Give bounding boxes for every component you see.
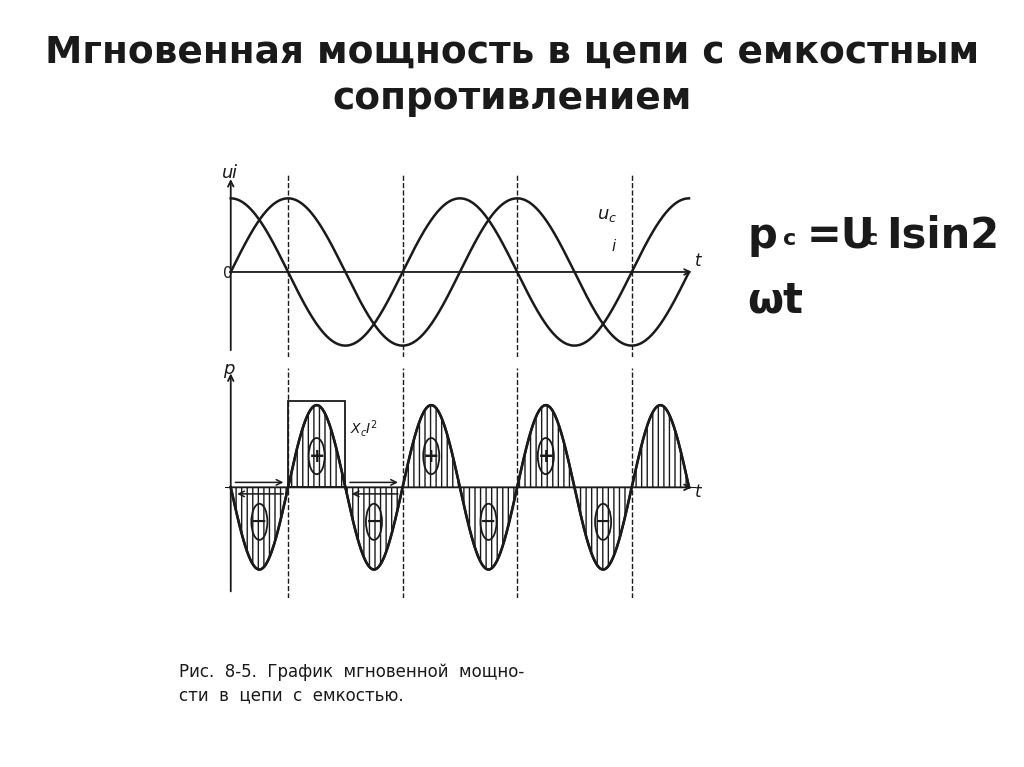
Text: 0: 0 (223, 266, 232, 281)
Text: −: − (251, 512, 267, 532)
Text: c: c (865, 229, 879, 249)
Text: +: + (538, 446, 554, 466)
Text: ωt: ωt (748, 280, 804, 322)
Text: −: − (480, 512, 497, 532)
Text: t: t (694, 252, 701, 270)
Text: Мгновенная мощность в цепи с емкостным: Мгновенная мощность в цепи с емкостным (45, 35, 979, 71)
Text: сти  в  цепи  с  емкостью.: сти в цепи с емкостью. (179, 686, 403, 704)
Text: +: + (308, 446, 325, 466)
Text: −: − (595, 512, 611, 532)
Text: p: p (223, 360, 234, 378)
Text: −: − (366, 512, 382, 532)
Text: сопротивлением: сопротивлением (333, 81, 691, 117)
Text: p: p (748, 215, 777, 257)
Bar (288, 401, 345, 487)
Text: $X_cI^2$: $X_cI^2$ (349, 418, 378, 439)
Text: Isin2: Isin2 (886, 215, 998, 257)
Text: Рис.  8-5.  График  мгновенной  мощно-: Рис. 8-5. График мгновенной мощно- (179, 663, 524, 681)
Text: t: t (694, 483, 701, 501)
Text: c: c (783, 229, 797, 249)
Text: +: + (423, 446, 439, 466)
Text: i: i (611, 239, 615, 255)
Text: u: u (222, 163, 233, 182)
Text: $u_c$: $u_c$ (597, 206, 617, 224)
Text: i: i (231, 163, 237, 182)
Text: =U: =U (807, 215, 876, 257)
